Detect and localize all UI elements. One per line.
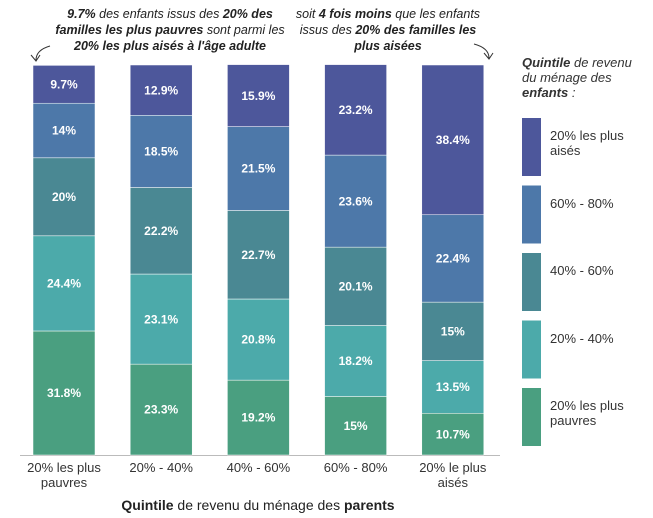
value-label: 10.7% [436,427,470,441]
bar-segment [227,298,290,381]
legend-swatch [522,320,541,379]
bar-segment [32,157,96,237]
text-segment: 9.7% [67,7,96,21]
legend-label: 20% les plus aisés [550,128,624,158]
legend-title: Quintile de revenu du ménage des enfants… [522,55,642,100]
text-segment: parents [344,497,395,513]
legend-swatch [522,185,541,244]
value-label: 38.4% [436,133,470,147]
value-label: 14% [52,124,76,138]
bar-segment [421,360,485,414]
bar-segment [129,64,193,116]
text-segment: de revenu du ménage des [173,497,344,513]
value-label: 12.9% [144,83,178,97]
bar-segment [129,187,193,275]
value-label: 31.8% [47,386,81,400]
text-segment: que les enfants issus des [299,7,481,37]
bar-segment [421,64,485,216]
legend-swatch [522,388,541,446]
value-label: 24.4% [47,277,81,291]
value-label: 21.5% [241,162,275,176]
bar-segment [324,64,387,156]
x-axis-title: Quintile de revenu du ménage des parents [8,497,508,513]
text-segment: enfants [522,85,569,100]
value-label: 15% [441,325,465,339]
bar-segment [32,235,96,332]
text-segment: Quintile [522,55,571,70]
text-segment: 4 fois moins [318,7,392,21]
value-label: 22.7% [241,248,275,262]
value-label: 22.2% [144,224,178,238]
value-label: 20% [52,190,76,204]
bar-segment [32,65,96,104]
text-segment: 20% des familles les plus pauvres [55,7,273,37]
text-segment: des enfants issus des [95,7,223,21]
legend-swatch [522,253,541,311]
annotation: 9.7% des enfants issus des 20% des famil… [50,6,290,54]
arrowhead [30,54,41,62]
value-label: 23.3% [144,403,178,417]
value-label: 18.5% [144,145,178,159]
value-label: 13.5% [436,380,470,394]
bar-segment [227,126,290,211]
legend-swatch [522,118,541,176]
legend-label: 20% les plus pauvres [550,398,624,428]
value-label: 22.4% [436,252,470,266]
value-label: 18.2% [339,354,373,368]
x-tick-label: 60% - 80% [323,460,388,475]
legend-label: 20% - 40% [550,330,614,346]
bar-segment [129,115,193,188]
bar-segment [421,214,485,303]
bar-segment [324,325,387,397]
text-segment: sont parmi les [203,23,285,37]
text-segment: Quintile [121,497,174,513]
annotation: soit 4 fois moins que les enfants issus … [288,6,488,54]
value-label: 23.1% [144,312,178,326]
value-label: 23.6% [339,194,373,208]
text-segment: : [568,85,576,100]
value-label: 15% [344,419,368,433]
value-label: 20.1% [339,279,373,293]
bar-segment [227,379,290,456]
arrow [35,45,51,61]
value-label: 23.2% [339,103,373,117]
x-tick-label: 20% les plus pauvres [27,460,101,490]
x-tick-label: 40% - 60% [226,460,291,475]
text-segment: soit [295,7,319,21]
value-label: 19.2% [241,411,275,425]
arrowhead [483,52,494,60]
value-label: 9.7% [50,77,78,91]
bar-segment [324,154,387,248]
legend-label: 60% - 80% [550,195,614,211]
text-segment: 20% des familles les plus aisées [354,23,477,53]
bar-segment [32,102,96,159]
bar-segment [324,246,387,326]
bar-segment [32,330,96,456]
arrow [473,43,490,59]
bar-segment [227,64,290,127]
value-label: 15.9% [241,89,275,103]
x-tick-label: 20% le plus aisés [419,460,487,490]
text-segment: de revenu du ménage des [522,55,632,85]
text-segment: 20% les plus aisés à l'âge adulte [74,39,266,53]
x-tick-label: 20% - 40% [129,460,193,475]
bar-segment [324,396,387,456]
value-label: 20.8% [241,333,275,347]
legend-label: 40% - 60% [550,263,614,278]
bar-segment [227,210,290,300]
bar-segment [421,413,485,456]
